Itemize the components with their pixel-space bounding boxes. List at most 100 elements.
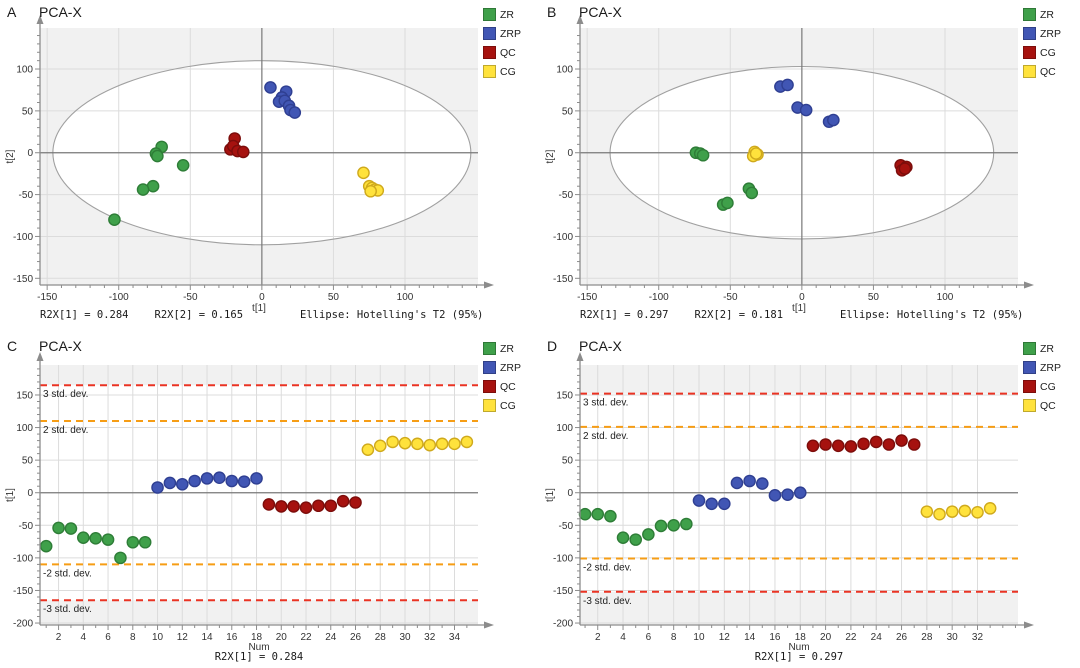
svg-text:-200: -200 bbox=[553, 619, 573, 630]
legend-item-zrp: ZRP bbox=[1023, 358, 1061, 377]
svg-text:-150: -150 bbox=[553, 274, 573, 285]
legend-a: ZR ZRP QC CG bbox=[483, 5, 521, 81]
legend-swatch-icon bbox=[483, 380, 496, 393]
caption-b: R2X[1] = 0.297 R2X[2] = 0.181 Ellipse: Hot… bbox=[580, 309, 1023, 321]
svg-text:20: 20 bbox=[276, 632, 288, 643]
svg-text:6: 6 bbox=[105, 632, 111, 643]
svg-text:-2 std. dev.: -2 std. dev. bbox=[43, 568, 92, 579]
legend-item-zrp: ZRP bbox=[1023, 24, 1061, 43]
svg-text:18: 18 bbox=[251, 632, 263, 643]
svg-text:16: 16 bbox=[226, 632, 238, 643]
stat-text: Ellipse: Hotelling's T2 (95%) bbox=[840, 309, 1024, 321]
svg-text:100: 100 bbox=[556, 423, 573, 434]
svg-text:14: 14 bbox=[744, 632, 756, 643]
svg-text:24: 24 bbox=[871, 632, 883, 643]
legend-swatch-icon bbox=[483, 46, 496, 59]
svg-text:100: 100 bbox=[16, 423, 33, 434]
plot-title-c: PCA-X bbox=[39, 338, 82, 354]
svg-text:4: 4 bbox=[620, 632, 626, 643]
svg-text:-50: -50 bbox=[559, 521, 574, 532]
legend-label: ZR bbox=[500, 342, 514, 355]
legend-swatch-icon bbox=[1023, 8, 1036, 21]
legend-item-zr: ZR bbox=[1023, 5, 1061, 24]
svg-text:100: 100 bbox=[16, 65, 33, 76]
legend-label: QC bbox=[1040, 399, 1056, 412]
svg-text:-100: -100 bbox=[553, 553, 573, 564]
legend-item-zrp: ZRP bbox=[483, 24, 521, 43]
legend-label: ZR bbox=[500, 8, 514, 21]
svg-text:50: 50 bbox=[868, 292, 880, 303]
svg-text:8: 8 bbox=[130, 632, 136, 643]
legend-swatch-icon bbox=[1023, 65, 1036, 78]
legend-item-cg: CG bbox=[1023, 377, 1061, 396]
svg-text:0: 0 bbox=[27, 488, 33, 499]
svg-text:-3 std. dev.: -3 std. dev. bbox=[43, 604, 92, 615]
svg-text:t[1]: t[1] bbox=[792, 303, 806, 314]
svg-text:2: 2 bbox=[595, 632, 601, 643]
svg-text:30: 30 bbox=[399, 632, 411, 643]
svg-text:t[2]: t[2] bbox=[5, 149, 16, 163]
stat-text: R2X[1] = 0.284 bbox=[214, 651, 304, 663]
svg-text:Num: Num bbox=[788, 642, 809, 653]
stat-text: R2X[1] = 0.284 bbox=[40, 309, 129, 321]
svg-text:Num: Num bbox=[248, 642, 269, 653]
legend-swatch-icon bbox=[483, 27, 496, 40]
svg-text:-3 std. dev.: -3 std. dev. bbox=[583, 596, 632, 607]
plot-title-b: PCA-X bbox=[579, 4, 622, 20]
svg-text:8: 8 bbox=[671, 632, 677, 643]
svg-text:-100: -100 bbox=[13, 553, 33, 564]
legend-item-cg: CG bbox=[483, 396, 521, 415]
legend-item-cg: CG bbox=[483, 62, 521, 81]
legend-b: ZR ZRP CG QC bbox=[1023, 5, 1061, 81]
pca-control-plot-c: 3 std. dev. 2 std. dev. -2 std. dev. -3 std… bbox=[5, 352, 494, 653]
svg-text:2 std. dev.: 2 std. dev. bbox=[583, 431, 628, 442]
legend-label: ZRP bbox=[1040, 27, 1061, 40]
svg-text:4: 4 bbox=[81, 632, 87, 643]
svg-text:100: 100 bbox=[937, 292, 954, 303]
caption-c: R2X[1] = 0.284 bbox=[40, 651, 478, 663]
pca-score-plot-a: -150 -100 -50 0 50 100 -150 -100 -50 0 50 100 t[1] t[… bbox=[5, 15, 494, 314]
svg-text:-50: -50 bbox=[19, 190, 34, 201]
svg-text:-2 std. dev.: -2 std. dev. bbox=[583, 563, 632, 574]
svg-text:28: 28 bbox=[375, 632, 387, 643]
legend-label: CG bbox=[500, 65, 516, 78]
legend-label: ZRP bbox=[500, 27, 521, 40]
svg-text:2 std. dev.: 2 std. dev. bbox=[43, 425, 88, 436]
legend-label: CG bbox=[1040, 380, 1056, 393]
panel-letter-a: A bbox=[7, 4, 17, 20]
svg-text:0: 0 bbox=[567, 488, 573, 499]
svg-text:-100: -100 bbox=[553, 232, 573, 243]
legend-d: ZR ZRP CG QC bbox=[1023, 339, 1061, 415]
pca-control-plot-d: 3 std. dev. 2 std. dev. -2 std. dev. -3 std… bbox=[545, 352, 1034, 653]
legend-item-zr: ZR bbox=[483, 339, 521, 358]
svg-text:-150: -150 bbox=[37, 292, 57, 303]
svg-text:10: 10 bbox=[693, 632, 705, 643]
legend-swatch-icon bbox=[483, 342, 496, 355]
stat-text: R2X[1] = 0.297 bbox=[580, 309, 669, 321]
svg-text:100: 100 bbox=[556, 65, 573, 76]
svg-text:18: 18 bbox=[795, 632, 807, 643]
stat-text: Ellipse: Hotelling's T2 (95%) bbox=[300, 309, 484, 321]
panel-letter-c: C bbox=[7, 338, 18, 354]
panel-letter-d: D bbox=[547, 338, 558, 354]
svg-text:-150: -150 bbox=[553, 586, 573, 597]
svg-text:0: 0 bbox=[799, 292, 805, 303]
svg-text:50: 50 bbox=[22, 456, 34, 467]
legend-item-qc: QC bbox=[483, 377, 521, 396]
legend-swatch-icon bbox=[1023, 361, 1036, 374]
panel-b: -150 -100 -50 0 50 100 -150 -100 -50 0 50 100 t[1] t[… bbox=[540, 0, 1080, 334]
panel-letter-b: B bbox=[547, 4, 557, 20]
svg-text:150: 150 bbox=[556, 390, 573, 401]
svg-text:50: 50 bbox=[328, 292, 340, 303]
svg-text:-100: -100 bbox=[13, 232, 33, 243]
panel-a: -150 -100 -50 0 50 100 -150 -100 -50 0 50 100 t[1] t[… bbox=[0, 0, 540, 334]
svg-text:t[1]: t[1] bbox=[545, 488, 556, 502]
legend-item-qc: QC bbox=[483, 43, 521, 62]
legend-label: ZRP bbox=[1040, 361, 1061, 374]
legend-swatch-icon bbox=[483, 399, 496, 412]
svg-text:50: 50 bbox=[562, 456, 574, 467]
svg-text:16: 16 bbox=[769, 632, 781, 643]
svg-text:12: 12 bbox=[719, 632, 731, 643]
legend-swatch-icon bbox=[1023, 399, 1036, 412]
svg-text:26: 26 bbox=[350, 632, 362, 643]
